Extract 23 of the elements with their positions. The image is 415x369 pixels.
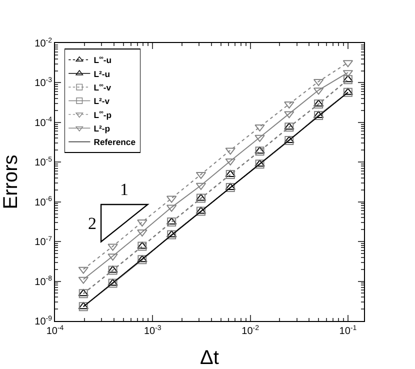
legend-label: L$^{∞}$-v: [94, 82, 112, 92]
y-tick-label: 10$^{-7}$: [34, 236, 52, 248]
legend-label: L$^{∞}$-p: [94, 110, 112, 120]
y-tick-label: 10$^{-9}$: [34, 315, 52, 328]
y-tick-label: 10$^{-8}$: [34, 276, 52, 288]
y-tick-label: 10$^{-6}$: [34, 196, 52, 208]
legend-label: Reference: [94, 137, 136, 148]
legend-label: L²-v: [94, 96, 110, 106]
x-tick-label: 10$^{-3}$: [144, 324, 162, 337]
legend-label: L²-u: [94, 68, 110, 79]
y-tick-label: 10$^{-5}$: [34, 156, 52, 169]
x-tick-label: 10$^{-1}$: [339, 324, 357, 337]
annotation: 2: [88, 214, 96, 233]
y-axis-title: Errors: [0, 154, 22, 210]
x-axis-title: Δt: [200, 347, 220, 369]
y-tick-label: 10$^{-3}$: [34, 77, 52, 90]
y-tick-label: 10$^{-2}$: [34, 37, 52, 50]
legend-label: L$^{∞}$-u: [94, 55, 112, 66]
legend-label: L²-p: [94, 123, 110, 134]
y-tick-label: 10$^{-4}$: [34, 116, 52, 129]
x-tick-label: 10$^{-2}$: [242, 324, 260, 337]
annotation: 1: [120, 180, 128, 199]
x-tick-label: 10$^{-4}$: [46, 324, 64, 337]
